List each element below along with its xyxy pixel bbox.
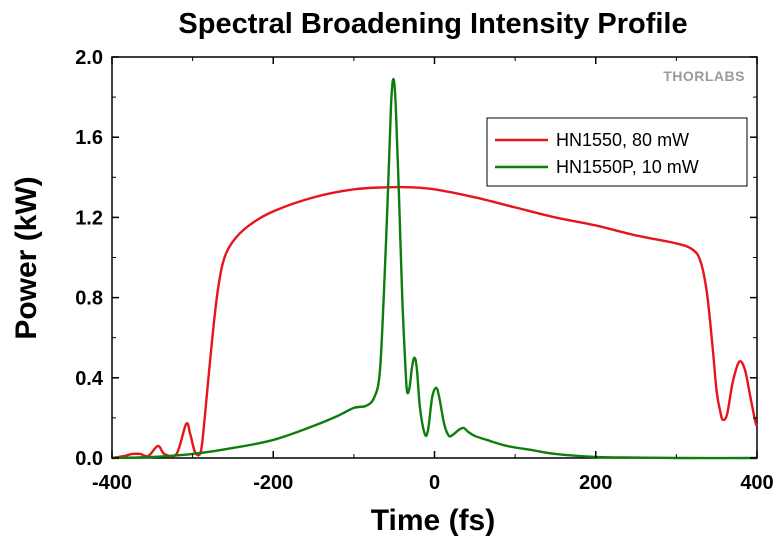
ticks-layer: -400 -200 0 200 400 0.0 0.4 0.8 1.2 1.6 2.0 [75,47,774,494]
y-axis-label: Power (kW) [10,176,43,339]
thorlabs-logo: THORLABS [663,68,745,84]
y-tick-label: 0.4 [75,368,104,390]
legend: HN1550, 80 mW HN1550P, 10 mW [486,117,748,187]
x-axis-label: Time (fs) [371,504,495,537]
series-layer [111,77,759,460]
plot-area: -400 -200 0 200 400 0.0 0.4 0.8 1.2 1.6 2.0 [75,47,774,494]
x-tick-label: 200 [579,472,612,494]
y-tick-label: 2.0 [75,47,103,69]
chart-title: Spectral Broadening Intensity Profile [178,8,687,40]
x-tick-label: -400 [92,472,132,494]
y-tick-label: 1.6 [75,127,103,149]
watermark: THORLABS [663,68,745,84]
plot-frame [111,56,758,459]
y-tick-label: 0.0 [75,448,103,470]
x-tick-label: -200 [253,472,293,494]
x-tick-label: 0 [429,472,440,494]
x-tick-label: 400 [740,472,773,494]
legend-box [486,117,748,187]
legend-label-hn1550p: HN1550P, 10 mW [556,157,699,177]
y-tick-label: 0.8 [75,288,103,310]
y-tick-label: 1.2 [75,207,103,229]
legend-label-hn1550: HN1550, 80 mW [556,130,689,150]
series-line-hn1550p [111,77,758,460]
